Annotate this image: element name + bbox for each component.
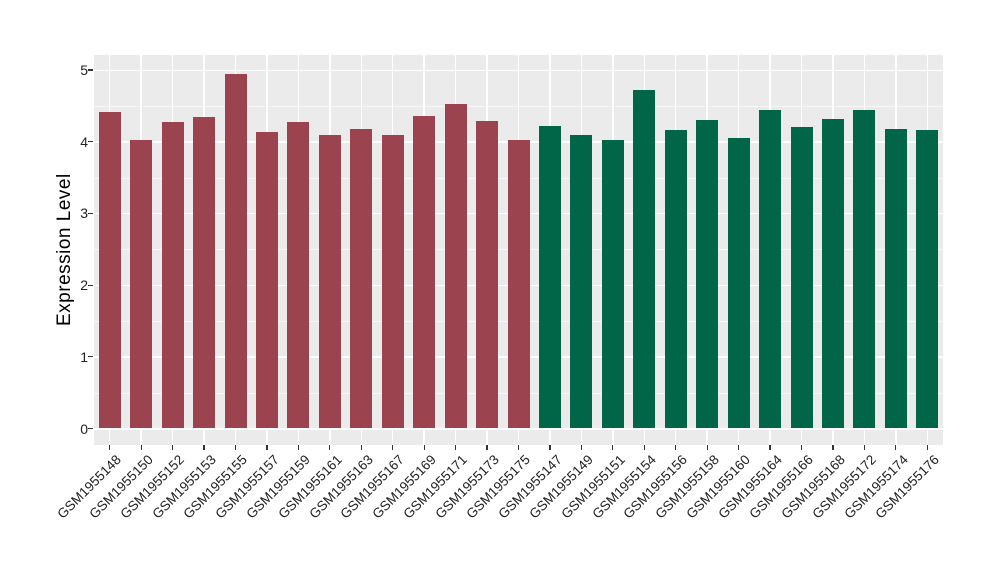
- bar-GSM1955153: [193, 116, 216, 429]
- x-tick-mark: [549, 445, 551, 450]
- y-tick-label: 0: [80, 420, 88, 437]
- y-tick-label: 1: [80, 348, 88, 365]
- bar-GSM1955175: [507, 139, 530, 429]
- x-tick-mark: [140, 445, 142, 450]
- bar-GSM1955160: [727, 138, 750, 429]
- x-tick-mark: [863, 445, 865, 450]
- bar-GSM1955149: [570, 135, 593, 429]
- bar-GSM1955167: [381, 135, 404, 429]
- x-tick-mark: [517, 445, 520, 450]
- bar-GSM1955154: [633, 90, 656, 429]
- x-tick-mark: [297, 445, 299, 450]
- plot-panel: [94, 55, 943, 445]
- y-tick-label: 3: [80, 205, 88, 222]
- bar-GSM1955157: [255, 131, 278, 429]
- bar-GSM1955147: [538, 125, 561, 429]
- y-tick-label: 4: [80, 133, 88, 150]
- x-tick-mark: [738, 445, 740, 450]
- x-tick-mark: [486, 445, 488, 450]
- bar-GSM1955168: [821, 118, 844, 429]
- bar-GSM1955155: [224, 73, 247, 429]
- y-axis-title: Expression Level: [54, 173, 75, 327]
- y-tick-label: 5: [80, 62, 88, 78]
- x-tick-mark: [769, 445, 771, 450]
- x-tick-mark: [392, 445, 394, 450]
- x-tick-mark: [234, 445, 237, 450]
- y-tick-mark: [88, 356, 93, 358]
- bar-GSM1955171: [444, 103, 467, 429]
- x-tick-mark: [172, 445, 174, 450]
- bar-GSM1955158: [696, 120, 719, 429]
- x-tick-mark: [643, 445, 645, 450]
- x-tick-mark: [109, 445, 111, 450]
- bar-GSM1955163: [350, 128, 373, 429]
- x-tick-mark: [926, 445, 928, 450]
- x-tick-mark: [895, 445, 897, 450]
- y-tick-label: 2: [80, 277, 88, 294]
- x-tick-mark: [675, 445, 677, 450]
- y-tick-mark: [88, 212, 93, 214]
- x-tick-mark: [800, 445, 803, 450]
- bar-GSM1955151: [601, 139, 624, 429]
- x-tick-mark: [580, 445, 582, 450]
- bar-GSM1955176: [916, 130, 939, 429]
- x-tick-mark: [360, 445, 362, 450]
- bar-GSM1955152: [161, 122, 184, 429]
- x-tick-mark: [423, 445, 425, 450]
- bar-GSM1955172: [853, 110, 876, 429]
- bar-GSM1955164: [759, 110, 782, 429]
- x-tick-mark: [266, 445, 268, 450]
- y-tick-mark: [88, 427, 93, 430]
- x-tick-mark: [329, 445, 331, 450]
- bar-GSM1955174: [884, 128, 907, 429]
- bar-GSM1955169: [413, 115, 436, 429]
- y-tick-mark: [88, 69, 93, 71]
- y-tick-mark: [88, 141, 93, 143]
- x-tick-mark: [832, 445, 834, 450]
- bar-GSM1955148: [98, 112, 121, 429]
- x-tick-mark: [455, 445, 457, 450]
- bar-GSM1955161: [318, 135, 341, 429]
- y-tick-mark: [88, 284, 93, 286]
- bar-GSM1955173: [476, 120, 499, 429]
- x-tick-mark: [706, 445, 708, 450]
- bar-GSM1955166: [790, 126, 813, 429]
- bar-GSM1955159: [287, 121, 310, 429]
- x-tick-mark: [203, 445, 205, 450]
- bar-GSM1955156: [664, 130, 687, 429]
- x-tick-mark: [612, 445, 614, 450]
- bar-GSM1955150: [130, 139, 153, 429]
